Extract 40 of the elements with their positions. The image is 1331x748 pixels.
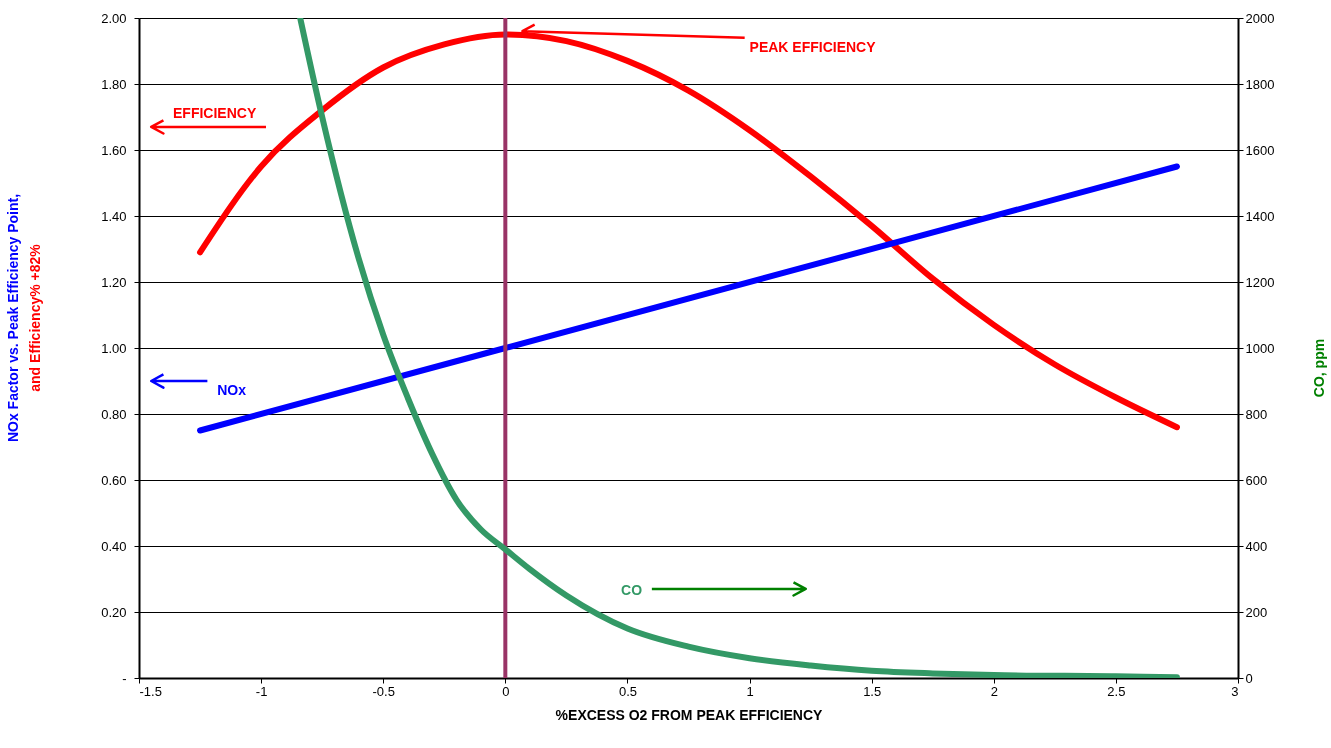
y2-tick-label: 1200 [1245,274,1275,290]
y2-tick-label: 2000 [1245,10,1275,26]
x-tick-label: 2 [990,683,998,699]
x-tick-label: -1.5 [139,683,162,699]
y-tick-label: 1.20 [101,274,127,290]
y-tick-label: 2.00 [101,10,127,26]
y2-tick-label: 200 [1245,604,1268,620]
y-tick-label: 1.40 [101,208,127,224]
y-tick-label: 0.80 [101,406,127,422]
x-tick-label: 0.5 [618,683,637,699]
x-tick-label: 3 [1231,683,1239,699]
y2-tick-label: 1400 [1245,208,1275,224]
x-tick-label: 0 [502,683,510,699]
y2-tick-label: 800 [1245,406,1268,422]
y2-tick-label: 0 [1245,670,1253,686]
text: NOx Factor vs. Peak Efficiency Point, [5,193,21,443]
x-axis-title: %EXCESS O2 FROM PEAK EFFICIENCY [555,706,824,723]
x-tick-label: 2.5 [1107,683,1126,699]
annotation: EFFICIENCY [172,104,257,121]
x-tick-label: 1.5 [863,683,882,699]
y-tick-label: 1.80 [101,76,127,92]
x-tick-label: -1 [255,683,268,699]
annotation: CO [621,581,643,598]
annotation: PEAK EFFICIENCY [749,38,877,55]
text: and Efficiency% +82% [27,244,43,392]
y2-tick-label: 1000 [1245,340,1275,356]
y2-tick-label: 400 [1245,538,1268,554]
y-tick-label: 0.20 [101,604,127,620]
y2-axis-title: CO, ppm [1311,338,1327,398]
annotation: NOx [217,381,247,398]
y2-tick-label: 1800 [1245,76,1275,92]
y-tick-label: - [122,670,127,686]
y-tick-label: 0.40 [101,538,127,554]
x-tick-label: -0.5 [372,683,395,699]
y2-tick-label: 1600 [1245,142,1275,158]
x-tick-label: 1 [746,683,754,699]
y-tick-label: 1.00 [101,340,127,356]
y2-tick-label: 600 [1245,472,1268,488]
y-tick-label: 1.60 [101,142,127,158]
y-tick-label: 0.60 [101,472,127,488]
